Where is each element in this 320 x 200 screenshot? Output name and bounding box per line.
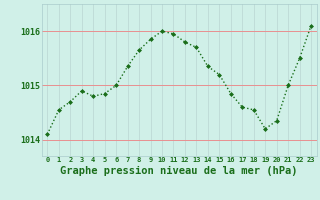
X-axis label: Graphe pression niveau de la mer (hPa): Graphe pression niveau de la mer (hPa) <box>60 166 298 176</box>
